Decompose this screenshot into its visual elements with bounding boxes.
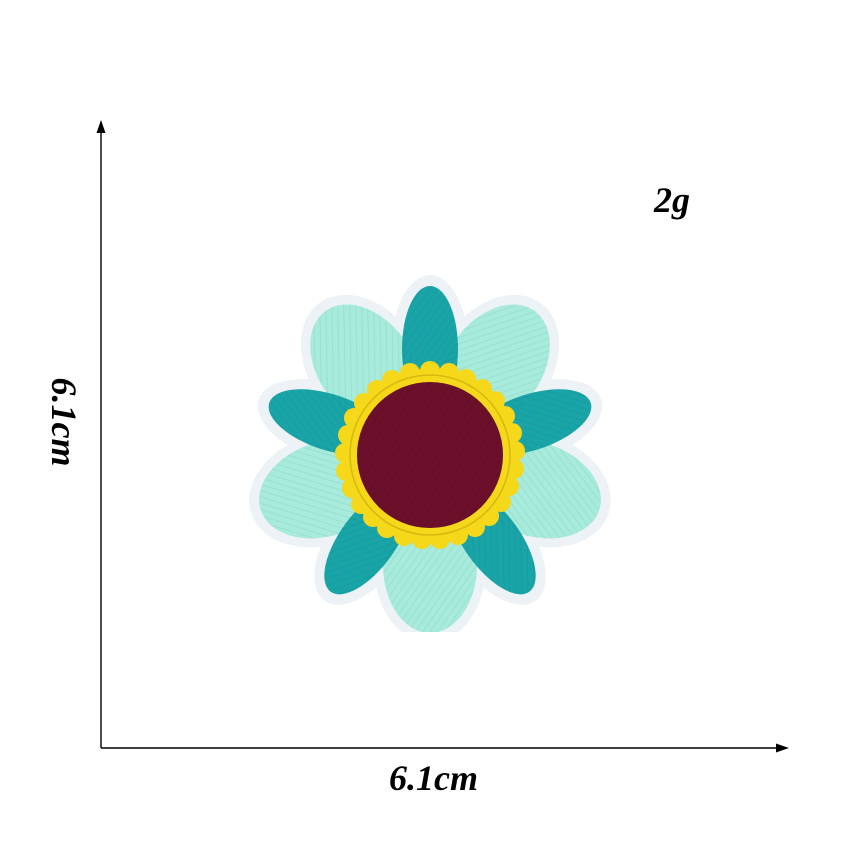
horizontal-axis-arrow bbox=[776, 743, 789, 753]
height-label: 6.1cm bbox=[44, 377, 84, 467]
weight-label: 2g bbox=[654, 180, 690, 220]
flower-patch-icon bbox=[249, 275, 611, 632]
width-label: 6.1cm bbox=[389, 758, 478, 798]
vertical-axis-arrow bbox=[96, 120, 106, 133]
